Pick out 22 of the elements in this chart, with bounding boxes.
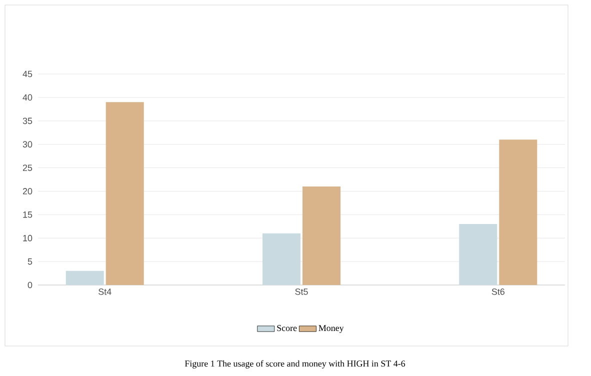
- x-tick-label: St4: [98, 288, 112, 295]
- y-tick-label: 5: [28, 258, 32, 265]
- x-tick-label: St5: [295, 288, 308, 295]
- bar: [499, 140, 538, 285]
- y-tick-label: 30: [22, 141, 32, 148]
- bar: [459, 224, 498, 285]
- y-tick-label: 10: [23, 234, 32, 242]
- bar: [106, 102, 144, 285]
- y-tick-label: 35: [22, 118, 32, 124]
- legend-label: Score: [277, 325, 297, 332]
- y-tick-label: 40: [22, 94, 32, 101]
- x-tick-label: St6: [492, 288, 504, 295]
- y-tick-label: 15: [23, 212, 32, 218]
- y-tick-label: 0: [28, 282, 32, 288]
- bar: [262, 233, 301, 285]
- y-tick-label: 20: [22, 188, 32, 194]
- y-tick-label: 25: [22, 164, 32, 171]
- caption: Figure 1 The usage of score and money with HIGH in ST 4-6: [184, 360, 406, 368]
- bar: [302, 186, 340, 285]
- y-tick-label: 45: [22, 70, 32, 78]
- bar: [66, 270, 104, 285]
- legend-label: Money: [318, 325, 344, 333]
